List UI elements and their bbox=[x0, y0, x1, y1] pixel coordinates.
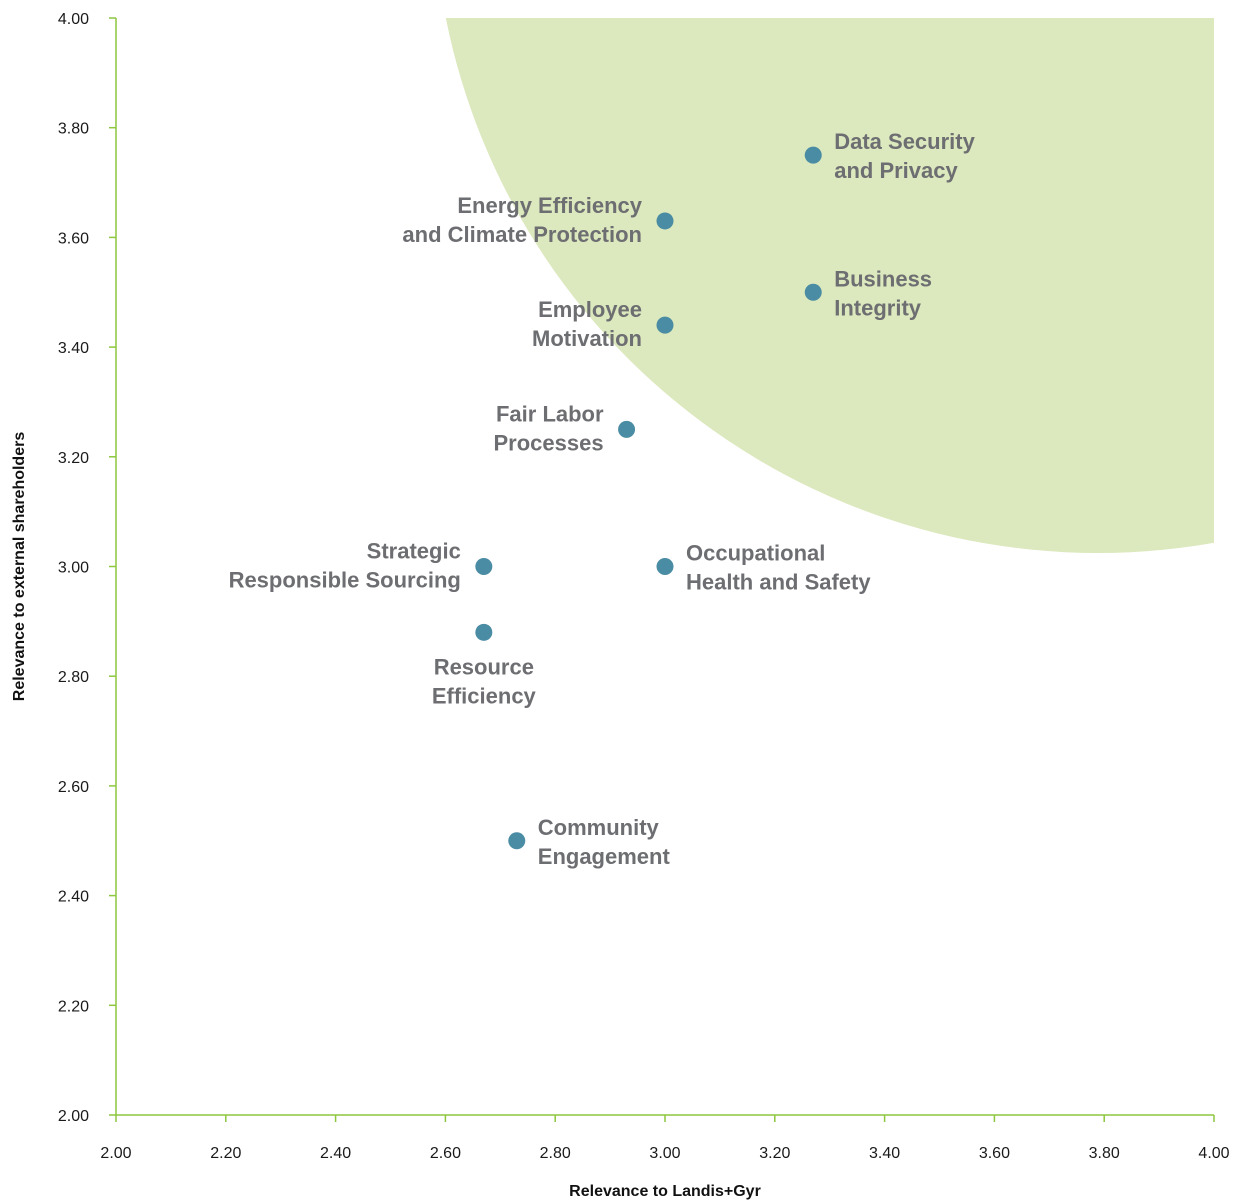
x-tick-label: 2.40 bbox=[320, 1145, 351, 1162]
axes bbox=[109, 17, 1215, 1122]
point-label: Occupational Health and Safety bbox=[686, 541, 871, 595]
y-tick-label: 4.00 bbox=[58, 11, 89, 28]
y-tick-label: 3.80 bbox=[58, 121, 89, 138]
y-tick-label: 2.60 bbox=[58, 779, 89, 796]
x-tick-label: 2.60 bbox=[430, 1145, 461, 1162]
data-point bbox=[618, 420, 636, 438]
x-tick-label: 3.00 bbox=[649, 1145, 680, 1162]
data-point bbox=[656, 558, 674, 575]
point-label: Strategic Responsible Sourcing bbox=[229, 539, 461, 593]
data-point bbox=[475, 623, 493, 641]
point-label: Business Integrity bbox=[834, 266, 932, 320]
point-label: Resource Efficiency bbox=[432, 654, 537, 708]
x-tick-label: 3.40 bbox=[869, 1145, 900, 1162]
data-point bbox=[475, 558, 493, 575]
y-tick-label: 2.00 bbox=[58, 1108, 89, 1125]
y-tick-label: 3.60 bbox=[58, 230, 89, 247]
x-tick-label: 2.80 bbox=[540, 1145, 571, 1162]
point-label: Data Security and Privacy bbox=[834, 129, 975, 183]
x-tick-label: 3.80 bbox=[1089, 1145, 1120, 1162]
point-label: Energy Efficiency and Climate Protection bbox=[402, 193, 642, 247]
y-axis-title: Relevance to external shareholders bbox=[11, 432, 28, 702]
y-tick-label: 3.40 bbox=[58, 340, 89, 357]
data-point bbox=[656, 212, 674, 230]
point-label: Employee Motivation bbox=[532, 297, 642, 351]
data-points bbox=[475, 146, 822, 850]
y-tick-label: 2.20 bbox=[58, 998, 89, 1015]
y-tick-label: 3.20 bbox=[58, 450, 89, 467]
y-tick-label: 2.80 bbox=[58, 669, 89, 686]
x-axis-title: Relevance to Landis+Gyr bbox=[569, 1183, 761, 1200]
x-tick-label: 3.20 bbox=[759, 1145, 790, 1162]
data-point bbox=[804, 283, 822, 301]
x-tick-label: 2.20 bbox=[210, 1145, 241, 1162]
y-tick-label: 3.00 bbox=[58, 560, 89, 577]
x-tick-label: 3.60 bbox=[979, 1145, 1010, 1162]
x-tick-label: 4.00 bbox=[1198, 1145, 1229, 1162]
y-tick-label: 2.40 bbox=[58, 889, 89, 906]
point-labels: Data Security and Privacy Energy Efficienc… bbox=[229, 129, 976, 869]
data-point bbox=[656, 316, 674, 334]
tick-labels: 2.00 2.20 2.40 2.60 2.80 3.00 3.20 3.40 3.60 3.80… bbox=[58, 11, 1230, 1162]
data-point bbox=[508, 832, 526, 850]
highlight-region bbox=[446, 18, 1214, 553]
data-point bbox=[804, 146, 822, 164]
x-tick-label: 2.00 bbox=[100, 1145, 131, 1162]
highlight-region-layer bbox=[446, 18, 1214, 553]
point-label: Fair Labor Processes bbox=[493, 401, 604, 455]
point-label: Community Engagement bbox=[538, 815, 671, 869]
